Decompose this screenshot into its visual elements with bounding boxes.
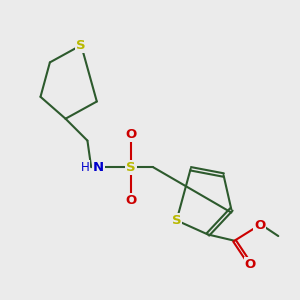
Text: S: S (172, 214, 182, 227)
Text: S: S (76, 39, 86, 52)
Text: H: H (80, 161, 89, 174)
Text: O: O (244, 258, 256, 271)
Text: N: N (93, 161, 104, 174)
Text: O: O (126, 128, 137, 141)
Text: O: O (126, 194, 137, 207)
Text: O: O (254, 219, 265, 232)
Text: S: S (126, 161, 136, 174)
